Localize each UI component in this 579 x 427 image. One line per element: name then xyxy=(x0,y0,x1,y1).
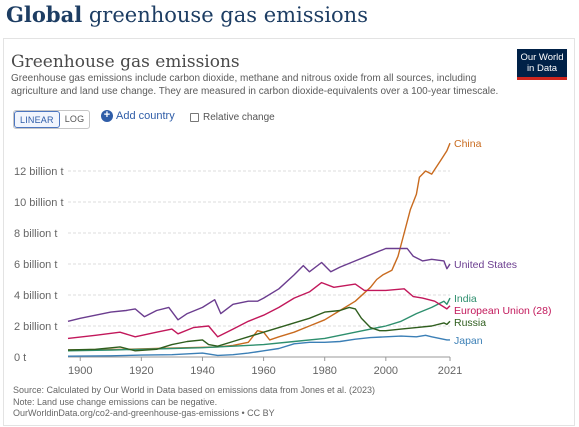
emissions-line-chart: 0 t 2 billion t 4 billion t 6 billion t 8 bi… xyxy=(14,138,551,377)
y-tick-label: 8 billion t xyxy=(14,228,57,240)
chart-url[interactable]: OurWorldinData.org/co2-and-greenhouse-ga… xyxy=(13,408,275,418)
y-tick-label: 10 billion t xyxy=(14,197,64,209)
land-use-note: Note: Land use change emissions can be n… xyxy=(13,396,218,407)
owid-logo[interactable]: Our World in Data xyxy=(517,49,567,80)
chart-subtitle: Greenhouse gas emissions include carbon … xyxy=(11,73,499,97)
add-country-button[interactable]: + Add country xyxy=(101,110,175,122)
series-label-china: China xyxy=(454,138,482,150)
relative-change-label: Relative change xyxy=(203,112,275,123)
x-tick-label: 1940 xyxy=(190,365,214,377)
series-label-united-states: United States xyxy=(454,259,517,271)
series-label-japan: Japan xyxy=(454,335,483,347)
page-heading-rest: greenhouse gas emissions xyxy=(82,3,368,27)
y-tick-label: 6 billion t xyxy=(14,259,57,271)
y-tick-label: 0 t xyxy=(14,352,26,364)
add-country-label: Add country xyxy=(116,110,175,122)
logo-line-1: Our World xyxy=(520,52,564,63)
scale-toggle: LINEAR LOG xyxy=(13,110,91,129)
plus-circle-icon: + xyxy=(101,110,113,122)
chart-footer: Source: Calculated by Our World in Data … xyxy=(13,385,375,420)
y-tick-label: 2 billion t xyxy=(14,321,57,333)
x-tick-label: 2000 xyxy=(374,365,398,377)
series-label-india: India xyxy=(454,293,477,305)
source-note: Source: Calculated by Our World in Data … xyxy=(13,385,376,395)
linear-scale-button[interactable]: LINEAR xyxy=(14,111,60,128)
page-heading-bold: Global xyxy=(6,2,83,27)
x-tick-label: 1920 xyxy=(129,365,153,377)
y-tick-label: 12 billion t xyxy=(14,166,64,178)
series-line-russia xyxy=(67,306,451,352)
logo-line-2: in Data xyxy=(526,63,558,74)
checkbox-icon[interactable] xyxy=(190,113,199,122)
series-line-european-union-28 xyxy=(67,281,451,340)
log-scale-button[interactable]: LOG xyxy=(64,114,85,124)
chart-card xyxy=(3,38,575,426)
x-tick-label: 2021 xyxy=(438,365,462,377)
series-label-european-union-28: European Union (28) xyxy=(454,305,551,317)
relative-change-toggle[interactable]: Relative change xyxy=(190,112,275,123)
series-line-india xyxy=(67,297,451,352)
chart-title: Greenhouse gas emissions xyxy=(11,52,240,72)
series-label-russia: Russia xyxy=(454,317,486,329)
series-line-japan xyxy=(67,334,450,357)
page-heading: Global greenhouse gas emissions xyxy=(6,2,368,27)
x-tick-label: 1900 xyxy=(68,365,92,377)
y-tick-label: 4 billion t xyxy=(14,290,57,302)
x-tick-label: 1960 xyxy=(251,365,275,377)
series-line-china xyxy=(67,142,451,351)
x-tick-label: 1980 xyxy=(312,365,336,377)
series-line-united-states xyxy=(67,247,451,322)
